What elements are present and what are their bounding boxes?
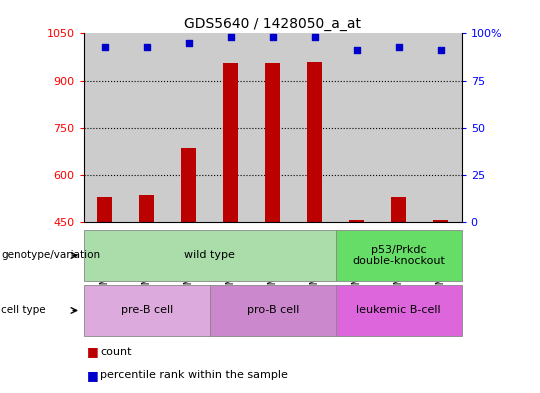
Point [353,47,361,53]
Bar [294,33,336,222]
Bar [181,148,196,222]
Bar [210,33,252,222]
Bar [265,63,280,222]
Point [394,44,403,50]
Text: pro-B cell: pro-B cell [247,305,299,316]
Text: p53/Prkdc
double-knockout: p53/Prkdc double-knockout [352,245,445,266]
Bar [392,197,406,222]
Text: wild type: wild type [184,250,235,261]
Bar [349,220,364,222]
Point [436,47,445,53]
Text: count: count [100,347,131,357]
Bar [126,33,168,222]
Bar [434,220,448,222]
Title: GDS5640 / 1428050_a_at: GDS5640 / 1428050_a_at [184,17,361,31]
Point [143,44,151,50]
Text: cell type: cell type [1,305,46,316]
Bar [168,33,210,222]
Point [226,34,235,40]
Text: percentile rank within the sample: percentile rank within the sample [100,370,288,380]
Text: genotype/variation: genotype/variation [1,250,100,261]
Bar [307,62,322,222]
Point [184,40,193,46]
Point [310,34,319,40]
Bar [336,33,377,222]
Bar [139,195,154,222]
Bar [224,63,238,222]
Text: ■: ■ [86,369,98,382]
Bar [97,197,112,222]
Bar [252,33,294,222]
Point [268,34,277,40]
Bar [377,33,420,222]
Bar [420,33,462,222]
Text: leukemic B-cell: leukemic B-cell [356,305,441,316]
Text: ■: ■ [86,345,98,358]
Bar [84,33,126,222]
Text: pre-B cell: pre-B cell [120,305,173,316]
Point [100,44,109,50]
